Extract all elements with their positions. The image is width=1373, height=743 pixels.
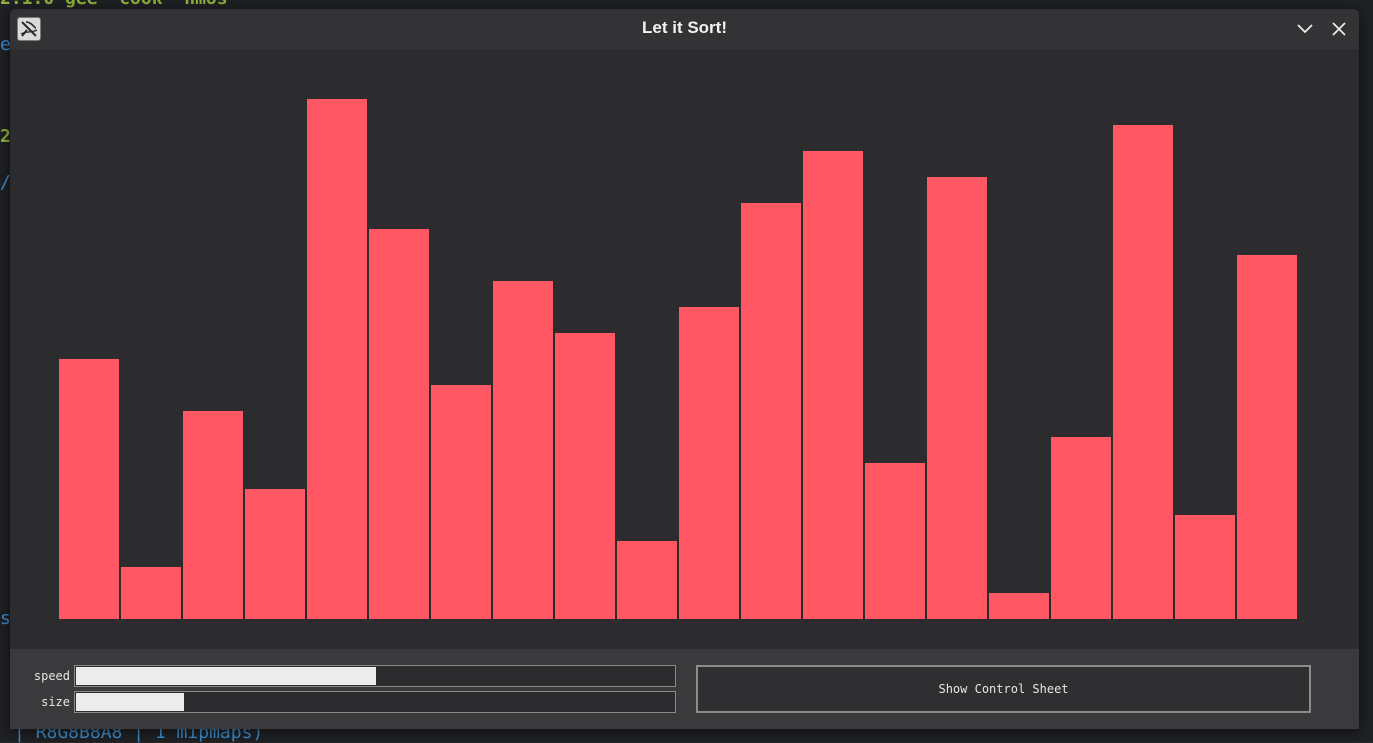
bar-5 bbox=[307, 99, 367, 619]
chevron-down-icon[interactable] bbox=[1293, 17, 1317, 41]
bar-chart bbox=[59, 99, 1297, 619]
size-slider[interactable] bbox=[74, 691, 676, 713]
terminal-text: 2.1.0-gee cook nmos bbox=[0, 0, 228, 9]
terminal-text: / bbox=[0, 172, 11, 193]
bar-3 bbox=[183, 411, 243, 619]
show-control-sheet-button[interactable]: Show Control Sheet bbox=[696, 665, 1311, 713]
speed-slider[interactable] bbox=[74, 665, 676, 687]
bar-15 bbox=[927, 177, 987, 619]
bar-13 bbox=[803, 151, 863, 619]
bar-17 bbox=[1051, 437, 1111, 619]
bar-18 bbox=[1113, 125, 1173, 619]
bar-11 bbox=[679, 307, 739, 619]
bar-10 bbox=[617, 541, 677, 619]
bar-19 bbox=[1175, 515, 1235, 619]
bar-4 bbox=[245, 489, 305, 619]
bar-6 bbox=[369, 229, 429, 619]
size-label: size bbox=[41, 695, 70, 709]
window-title: Let it Sort! bbox=[642, 18, 727, 37]
sort-visualization bbox=[10, 49, 1359, 649]
bar-20 bbox=[1237, 255, 1297, 619]
bar-12 bbox=[741, 203, 801, 619]
bar-9 bbox=[555, 333, 615, 619]
app-logo-icon bbox=[17, 17, 41, 41]
bar-7 bbox=[431, 385, 491, 619]
size-slider-fill bbox=[76, 693, 184, 711]
speed-slider-fill bbox=[76, 667, 376, 685]
close-icon[interactable] bbox=[1327, 17, 1351, 41]
title-bar[interactable]: Let it Sort! bbox=[10, 9, 1359, 49]
speed-label: speed bbox=[33, 669, 70, 683]
terminal-text: 2 bbox=[0, 126, 11, 147]
bar-14 bbox=[865, 463, 925, 619]
app-window: Let it Sort! speed size Show Cont bbox=[10, 9, 1359, 729]
bar-16 bbox=[989, 593, 1049, 619]
bar-1 bbox=[59, 359, 119, 619]
bar-8 bbox=[493, 281, 553, 619]
terminal-text: e bbox=[0, 34, 11, 55]
bar-2 bbox=[121, 567, 181, 619]
control-panel: speed size Show Control Sheet bbox=[10, 649, 1359, 729]
